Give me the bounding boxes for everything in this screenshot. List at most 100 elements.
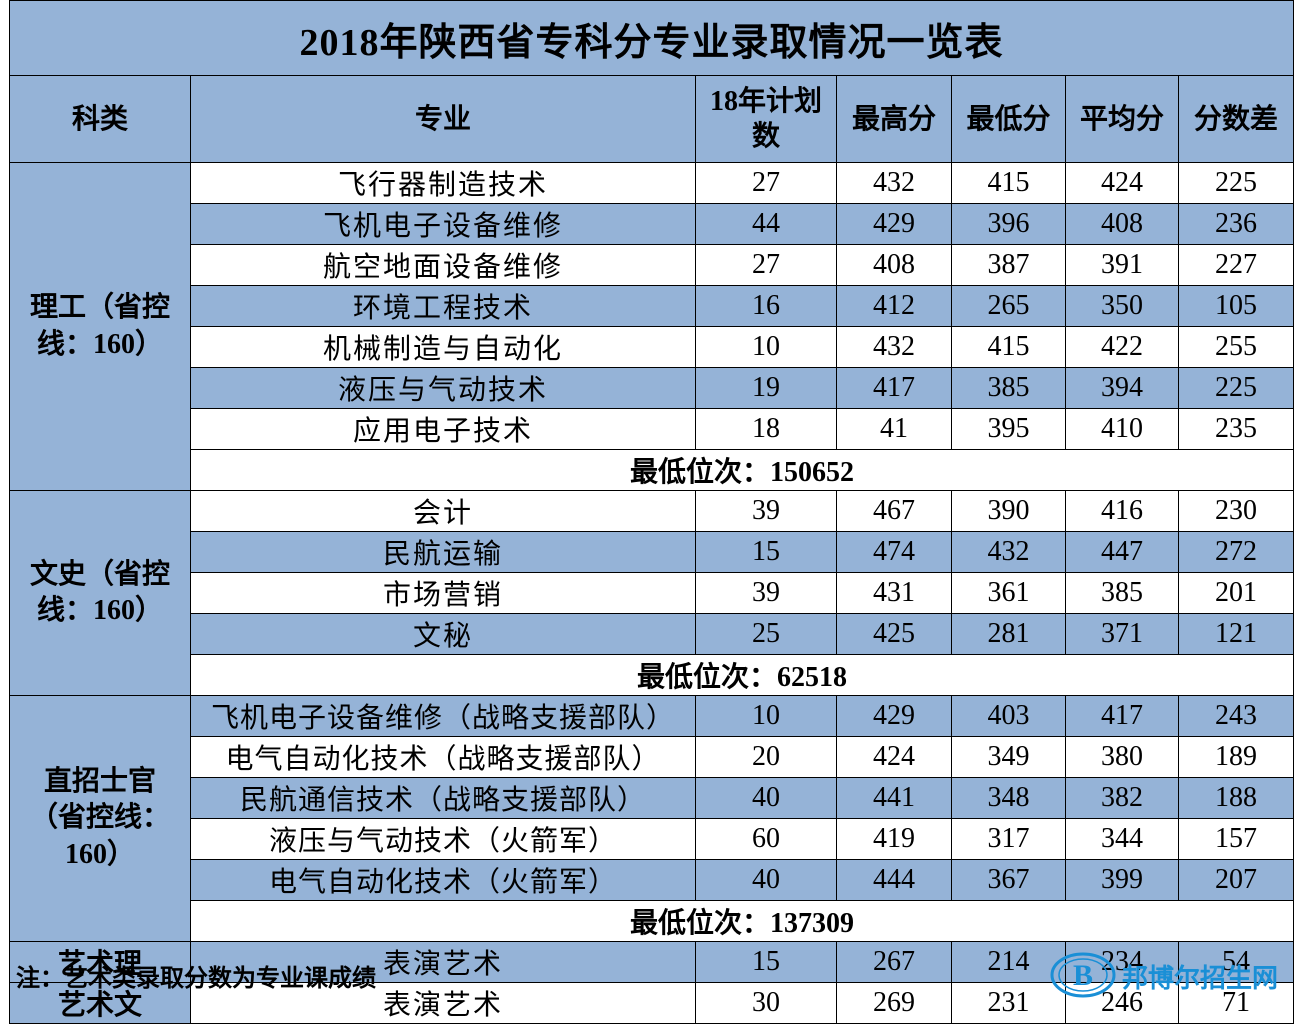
min-cell: 317 [951,818,1066,860]
avg-cell: 417 [1065,695,1179,737]
table-row: 民航通信技术（战略支援部队） 40 441 348 382 188 [10,777,1295,819]
avg-cell: 416 [1065,490,1179,532]
table-row: 直招士官 （省控线： 160） 飞机电子设备维修（战略支援部队） 10 429 40… [9,695,1295,942]
site-logo[interactable]: B 邦博尔招生网 [1048,946,1288,1006]
avg-cell: 399 [1065,859,1179,901]
table-row: 市场营销 39 431 361 385 201 [10,572,1295,614]
diff-cell: 157 [1177,818,1295,860]
table-title: 2018年陕西省专科分专业录取情况一览表 [8,0,1295,76]
avg-cell: 385 [1065,572,1179,614]
category-label: 直招士官 [43,765,156,797]
plan-cell: 30 [695,982,837,1024]
major-cell: 航空地面设备维修 [190,244,696,286]
category-cell: 艺术文 [9,982,191,1024]
category-cell: 理工（省控 线：160） [9,162,191,491]
diff-cell: 189 [1177,736,1295,778]
diff-cell: 105 [1177,285,1295,327]
category-cell: 艺术理 [9,941,191,983]
table-row: 文秘 25 425 281 371 121 [10,613,1295,655]
table-row: 电气自动化技术（火箭军） 40 444 367 399 207 [10,859,1295,901]
diff-cell: 54 [1177,941,1295,983]
plan-cell: 39 [695,490,837,532]
avg-cell: 422 [1065,326,1179,368]
diff-cell: 71 [1177,982,1295,1024]
plan-cell: 25 [695,613,837,655]
min-cell: 367 [951,859,1066,901]
avg-cell: 371 [1065,613,1179,655]
avg-cell: 410 [1065,408,1179,450]
summary-row: 最低位次：137309 [10,900,1295,942]
avg-cell: 382 [1065,777,1179,819]
logo-badge-letter: B [1073,959,1093,992]
header-avg: 平均分 [1065,75,1179,163]
major-cell: 应用电子技术 [190,408,696,450]
avg-cell: 391 [1065,244,1179,286]
plan-cell: 40 [695,777,837,819]
avg-cell: 408 [1065,203,1179,245]
major-cell: 市场营销 [190,572,696,614]
header-diff: 分数差 [1177,75,1295,163]
max-cell: 441 [836,777,952,819]
min-cell: 281 [951,613,1066,655]
category-cell: 直招士官 （省控线： 160） [9,695,191,942]
diff-cell: 207 [1177,859,1295,901]
min-cell: 415 [951,162,1066,204]
plan-cell: 60 [695,818,837,860]
lowest-rank-cell: 最低位次：62518 [189,654,1295,696]
plan-cell: 27 [695,162,837,204]
max-cell: 429 [836,203,952,245]
table-row: 环境工程技术 16 412 265 350 105 [10,285,1295,327]
max-cell: 474 [836,531,952,573]
plan-cell: 18 [695,408,837,450]
table-row: 理工（省控 线：160） 飞行器制造技术 27 432 415 424 225 [9,162,1295,491]
plan-cell: 19 [695,367,837,409]
summary-row: 最低位次：150652 [10,449,1295,491]
major-cell: 会计 [190,490,696,532]
table-row: 飞机电子设备维修 44 429 396 408 236 [10,203,1295,245]
diff-cell: 255 [1177,326,1295,368]
diff-cell: 230 [1177,490,1295,532]
min-cell: 265 [951,285,1066,327]
category-label: （省控线： [29,802,170,834]
plan-cell: 16 [695,285,837,327]
max-cell: 417 [836,367,952,409]
header-max: 最高分 [836,75,952,163]
category-label: 160） [64,838,135,870]
min-cell: 231 [951,982,1066,1024]
major-cell: 表演艺术 [190,941,696,983]
category-cell: 文史（省控 线：160） [9,490,191,696]
diff-cell: 188 [1177,777,1295,819]
max-cell: 41 [836,408,952,450]
max-cell: 429 [836,695,952,737]
table-row: 民航运输 15 474 432 447 272 [10,531,1295,573]
major-cell: 民航运输 [190,531,696,573]
avg-cell: 246 [1065,982,1179,1024]
min-cell: 214 [951,941,1066,983]
table-row: 液压与气动技术（火箭军） 60 419 317 344 157 [10,818,1295,860]
category-label: 文史（省控 [29,558,170,590]
major-cell: 民航通信技术（战略支援部队） [190,777,696,819]
max-cell: 408 [836,244,952,286]
max-cell: 412 [836,285,952,327]
min-cell: 395 [951,408,1066,450]
category-label: 线：160） [36,328,163,360]
summary-row: 最低位次：62518 [10,654,1295,696]
lowest-rank-cell: 最低位次：150652 [189,449,1295,491]
max-cell: 467 [836,490,952,532]
min-cell: 396 [951,203,1066,245]
header-category: 科类 [9,75,191,163]
min-cell: 403 [951,695,1066,737]
footnote: 注：艺术类录取分数为专业课成绩 [16,966,376,992]
diff-cell: 236 [1177,203,1295,245]
min-cell: 361 [951,572,1066,614]
major-cell: 飞行器制造技术 [190,162,696,204]
major-cell: 液压与气动技术 [190,367,696,409]
header-plan-line1: 18年计划 [709,86,822,117]
lowest-rank-cell: 最低位次：137309 [189,900,1295,942]
major-cell: 飞机电子设备维修（战略支援部队） [190,695,696,737]
min-cell: 349 [951,736,1066,778]
table-row: 航空地面设备维修 27 408 387 391 227 [10,244,1295,286]
min-cell: 348 [951,777,1066,819]
min-cell: 385 [951,367,1066,409]
major-cell: 表演艺术 [190,982,696,1024]
